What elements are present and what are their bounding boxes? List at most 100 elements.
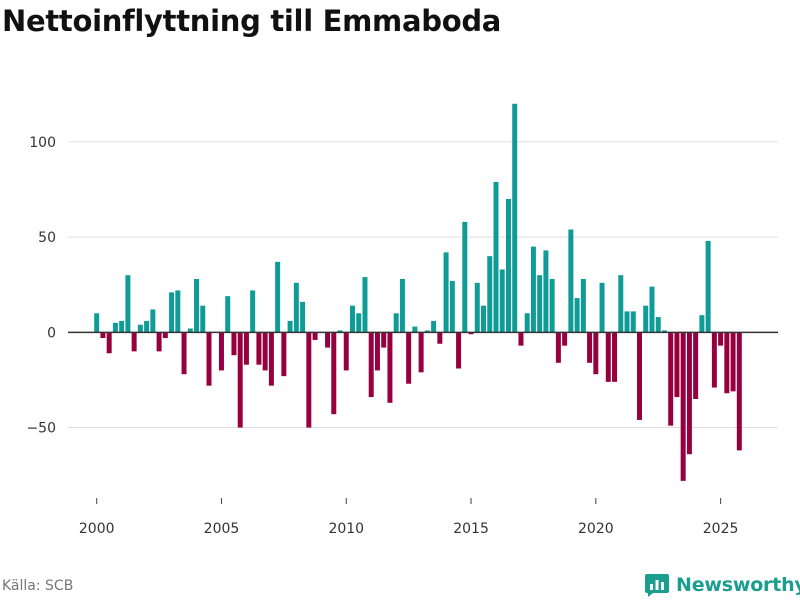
- chart-title: Nettoinflyttning till Emmaboda: [2, 4, 502, 38]
- bar: [137, 324, 143, 333]
- x-axis: 2000 2005 2010 2015 2020 2025: [79, 498, 739, 537]
- bar: [493, 181, 499, 333]
- x-tick-label: 2010: [328, 521, 364, 537]
- bar: [275, 261, 281, 333]
- bar: [418, 332, 424, 373]
- x-tick-label: 2025: [703, 521, 739, 537]
- bar: [699, 315, 705, 333]
- bar: [593, 332, 599, 375]
- bar: [325, 332, 331, 348]
- bar: [693, 332, 699, 399]
- bar: [144, 320, 150, 333]
- bar: [686, 332, 692, 455]
- bar: [449, 280, 455, 333]
- bar: [537, 275, 543, 333]
- x-tick-label: 2000: [79, 521, 115, 537]
- bar: [100, 332, 106, 339]
- bar: [368, 332, 374, 398]
- bar: [637, 332, 642, 420]
- bar: [718, 332, 724, 346]
- bar: [350, 305, 355, 333]
- bar: [225, 296, 231, 333]
- bar: [630, 311, 636, 333]
- y-tick-label: 100: [29, 135, 56, 151]
- bar: [162, 332, 168, 339]
- bar: [181, 332, 187, 375]
- bar: [649, 286, 655, 333]
- bar: [387, 332, 393, 403]
- bar: [736, 332, 742, 451]
- newsworthy-logo-icon: [645, 574, 669, 597]
- bar: [680, 332, 686, 481]
- bar: [505, 199, 511, 333]
- bar: [337, 330, 343, 333]
- bar: [587, 332, 593, 363]
- bar: [724, 332, 730, 394]
- bar: [343, 332, 349, 371]
- y-axis-labels: −50 0 50 100: [26, 135, 56, 437]
- bar: [187, 328, 193, 333]
- y-tick-label: −50: [26, 421, 56, 437]
- bar: [156, 332, 162, 352]
- bar: [250, 290, 256, 333]
- bar: [393, 313, 399, 333]
- bar: [705, 240, 711, 333]
- bar: [268, 332, 274, 386]
- bar: [300, 301, 306, 333]
- bar: [543, 250, 549, 333]
- bar: [406, 332, 412, 384]
- bar: [661, 330, 667, 333]
- bar: [281, 332, 287, 377]
- bar: [374, 332, 380, 371]
- bars: [94, 103, 742, 481]
- y-tick-label: 50: [38, 230, 56, 246]
- bar: [169, 292, 175, 333]
- bar: [287, 320, 293, 333]
- bar: [218, 332, 224, 371]
- bar: [412, 326, 418, 333]
- bar: [468, 332, 474, 335]
- bar: [730, 332, 736, 392]
- bar: [131, 332, 137, 352]
- bar: [424, 330, 430, 333]
- bar: [293, 282, 299, 333]
- bar: [524, 313, 530, 333]
- bar: [481, 305, 487, 333]
- bar: [487, 256, 493, 333]
- bar: [618, 275, 624, 333]
- bar: [599, 282, 605, 333]
- bar: [518, 332, 524, 346]
- x-tick-label: 2020: [578, 521, 614, 537]
- bar: [474, 282, 480, 333]
- bar: [668, 332, 674, 426]
- bar: [711, 332, 717, 388]
- bar: [106, 332, 112, 354]
- bar: [231, 332, 237, 356]
- bar: [237, 332, 243, 428]
- bar: [612, 332, 618, 382]
- bar: [119, 320, 125, 333]
- bar: [530, 246, 536, 333]
- bar: [549, 279, 555, 333]
- bar: [125, 275, 131, 333]
- gridlines: [68, 141, 778, 429]
- bar: [674, 332, 680, 398]
- bar: [150, 309, 156, 333]
- bar: [175, 290, 181, 333]
- bar: [624, 311, 630, 333]
- bar: [243, 332, 249, 365]
- bar: [331, 332, 337, 415]
- bar: [443, 252, 449, 333]
- bar: [431, 320, 437, 333]
- bar: [499, 269, 505, 333]
- x-tick-label: 2005: [204, 521, 240, 537]
- bar: [94, 313, 100, 333]
- bar: [362, 277, 368, 333]
- bar: [605, 332, 611, 382]
- bar: [574, 298, 580, 333]
- source-label: Källa: SCB: [2, 578, 74, 594]
- bar: [381, 332, 387, 348]
- bar: [256, 332, 262, 365]
- bar: [580, 279, 586, 333]
